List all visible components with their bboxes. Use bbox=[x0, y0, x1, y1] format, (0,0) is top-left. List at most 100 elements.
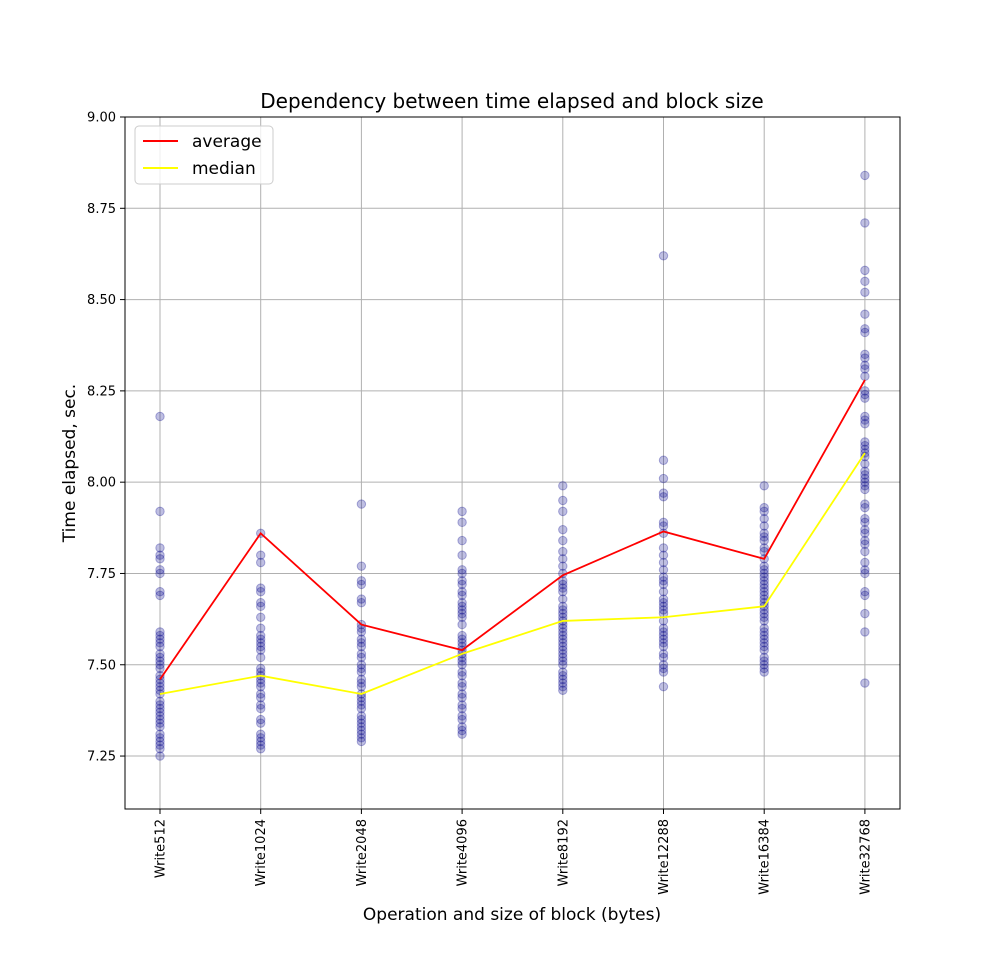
y-tick-label: 7.75 bbox=[87, 567, 116, 582]
scatter-point bbox=[457, 678, 467, 688]
scatter-point bbox=[558, 685, 568, 696]
scatter-point bbox=[759, 576, 769, 586]
scatter-point bbox=[155, 722, 165, 732]
scatter-point bbox=[256, 700, 266, 710]
scatter-point bbox=[558, 645, 568, 655]
scatter-point bbox=[558, 656, 568, 666]
scatter-point bbox=[155, 506, 165, 517]
scatter-point bbox=[658, 473, 669, 484]
scatter-point bbox=[457, 634, 467, 644]
scatter-point bbox=[457, 681, 467, 692]
scatter-point bbox=[558, 535, 568, 546]
x-tick-label: Write12288 bbox=[657, 819, 672, 895]
scatter-point bbox=[558, 630, 568, 641]
y-tick-label: 7.25 bbox=[87, 750, 116, 765]
scatter-point bbox=[860, 557, 870, 568]
scatter-point bbox=[759, 532, 769, 542]
scatter-point bbox=[759, 660, 769, 670]
scatter-point bbox=[457, 601, 467, 612]
scatter-point bbox=[860, 678, 870, 688]
scatter-point bbox=[860, 539, 870, 549]
scatter-point bbox=[860, 587, 870, 597]
scatter-point bbox=[155, 718, 165, 728]
scatter-point bbox=[658, 579, 669, 590]
scatter-point bbox=[256, 623, 266, 633]
scatter-point bbox=[256, 663, 266, 674]
scatter-point bbox=[860, 451, 870, 462]
scatter-point bbox=[658, 601, 669, 612]
scatter-point bbox=[356, 627, 367, 637]
scatter-point bbox=[558, 481, 568, 491]
scatter-point bbox=[256, 583, 266, 593]
scatter-point bbox=[759, 521, 769, 531]
scatter-point bbox=[457, 608, 467, 619]
scatter-point bbox=[256, 557, 266, 568]
x-tick-label: Write2048 bbox=[355, 819, 370, 886]
y-tick-label: 8.75 bbox=[87, 202, 116, 217]
scatter-point bbox=[356, 678, 367, 688]
scatter-point bbox=[658, 594, 669, 604]
scatter-point bbox=[558, 594, 568, 604]
scatter-point bbox=[155, 587, 165, 597]
scatter-point bbox=[558, 641, 568, 652]
scatter-point bbox=[860, 499, 870, 509]
scatter-point bbox=[155, 590, 165, 601]
scatter-point bbox=[860, 437, 870, 447]
scatter-point bbox=[860, 415, 870, 425]
scatter-point bbox=[356, 736, 367, 747]
scatter-point bbox=[759, 513, 769, 524]
scatter-point bbox=[155, 733, 165, 743]
scatter-point bbox=[860, 513, 870, 524]
scatter-point bbox=[658, 652, 669, 663]
scatter-point bbox=[558, 554, 568, 564]
scatter-point bbox=[457, 568, 467, 579]
scatter-point bbox=[256, 681, 266, 692]
scatter-point bbox=[356, 561, 367, 571]
scatter-point bbox=[155, 744, 165, 754]
scatter-point bbox=[256, 718, 266, 728]
series-lines bbox=[159, 379, 866, 695]
scatter-point bbox=[356, 576, 367, 586]
scatter-point bbox=[155, 714, 165, 725]
scatter-point bbox=[759, 656, 769, 666]
scatter-point bbox=[558, 623, 568, 633]
scatter-point bbox=[658, 638, 669, 648]
scatter-point bbox=[356, 718, 367, 728]
scatter-point bbox=[658, 543, 669, 553]
scatter-point bbox=[356, 729, 367, 739]
scatter-point bbox=[759, 667, 769, 677]
scatter-point bbox=[658, 641, 669, 652]
scatter-point bbox=[356, 660, 367, 670]
scatter-point bbox=[860, 528, 870, 538]
scatter-point bbox=[860, 371, 870, 381]
scatter-point bbox=[457, 535, 467, 546]
scatter-point bbox=[457, 619, 467, 630]
scatter-point bbox=[658, 576, 669, 586]
scatter-point bbox=[155, 554, 165, 564]
scatter-point bbox=[457, 671, 467, 681]
scatter-point bbox=[155, 703, 165, 714]
y-tick-label: 7.50 bbox=[87, 658, 116, 673]
scatter-point bbox=[256, 601, 266, 612]
scatter-point bbox=[256, 736, 266, 747]
scatter-point bbox=[658, 667, 669, 677]
scatter-point bbox=[759, 638, 769, 648]
scatter-point bbox=[558, 671, 568, 681]
scatter-point bbox=[256, 630, 266, 641]
scatter-point bbox=[558, 524, 568, 535]
scatter-point bbox=[860, 568, 870, 579]
scatter-point bbox=[457, 597, 467, 608]
scatter-point bbox=[558, 660, 568, 670]
scatter-point bbox=[860, 470, 870, 480]
scatter-point bbox=[558, 587, 568, 597]
scatter-point bbox=[860, 608, 870, 619]
scatter-point bbox=[356, 667, 367, 677]
scatter-point bbox=[356, 652, 367, 663]
scatter-point bbox=[860, 535, 870, 546]
scatter-point bbox=[256, 587, 266, 597]
scatter-point bbox=[356, 499, 367, 509]
scatter-point bbox=[457, 630, 467, 641]
scatter-point bbox=[558, 583, 568, 593]
scatter-point bbox=[658, 597, 669, 608]
